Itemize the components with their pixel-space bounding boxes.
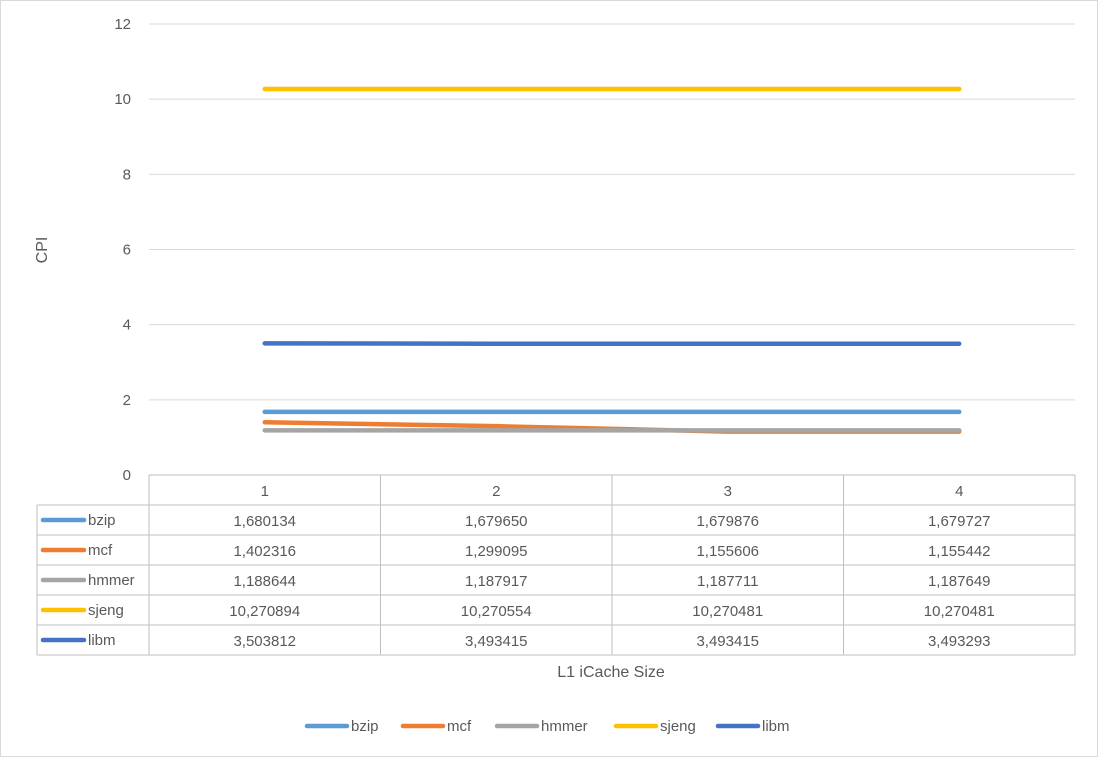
y-tick-label: 6 bbox=[123, 242, 131, 259]
data-label: 1,155442 bbox=[928, 543, 991, 560]
data-label: 1,402316 bbox=[233, 543, 296, 560]
table-series-name: bzip bbox=[88, 512, 116, 529]
data-label: 10,270894 bbox=[229, 603, 300, 620]
data-label: 1,155606 bbox=[696, 543, 759, 560]
y-tick-label: 0 bbox=[123, 467, 131, 484]
data-label: 10,270481 bbox=[924, 603, 995, 620]
data-label: 10,270554 bbox=[461, 603, 532, 620]
x-axis-title: L1 iCache Size bbox=[557, 664, 665, 681]
table-series-name: hmmer bbox=[88, 572, 135, 589]
data-label: 10,270481 bbox=[692, 603, 763, 620]
y-tick-label: 12 bbox=[114, 16, 131, 33]
data-label: 3,493415 bbox=[465, 633, 528, 650]
y-tick-label: 2 bbox=[123, 392, 131, 409]
y-axis-ticks: 0 2 4 6 8 10 12 bbox=[114, 16, 131, 484]
data-label: 1,679727 bbox=[928, 513, 991, 530]
legend-label: sjeng bbox=[660, 718, 696, 735]
gridlines bbox=[149, 23, 1075, 401]
data-label: 1,679650 bbox=[465, 513, 528, 530]
y-axis-title: CPI bbox=[34, 237, 51, 264]
data-table: 1 2 3 4 bzip 1,680134 1,679650 1,679876 1,679727… bbox=[36, 474, 1076, 656]
data-label: 1,187649 bbox=[928, 573, 991, 590]
y-tick-label: 8 bbox=[123, 166, 131, 183]
legend-label: bzip bbox=[351, 718, 379, 735]
data-label: 1,680134 bbox=[233, 513, 296, 530]
data-label: 3,503812 bbox=[233, 633, 296, 650]
legend-label: hmmer bbox=[541, 718, 588, 735]
legend-label: libm bbox=[762, 718, 790, 735]
table-series-name: sjeng bbox=[88, 602, 124, 619]
legend-label: mcf bbox=[447, 718, 472, 735]
table-series-name: mcf bbox=[88, 542, 113, 559]
data-label: 1,187711 bbox=[697, 573, 758, 590]
legend: bzip mcf hmmer sjeng libm bbox=[304, 718, 790, 735]
series-lines bbox=[262, 86, 962, 434]
x-tick-label: 1 bbox=[261, 483, 269, 500]
x-tick-label: 3 bbox=[724, 483, 732, 500]
data-label: 1,187917 bbox=[465, 573, 528, 590]
data-label: 1,679876 bbox=[696, 513, 759, 530]
y-tick-label: 10 bbox=[114, 91, 131, 108]
data-label: 1,188644 bbox=[233, 573, 296, 590]
data-label: 1,299095 bbox=[465, 543, 528, 560]
data-label: 3,493293 bbox=[928, 633, 991, 650]
y-tick-label: 4 bbox=[123, 317, 131, 334]
data-label: 3,493415 bbox=[696, 633, 759, 650]
x-tick-label: 2 bbox=[492, 483, 500, 500]
table-series-name: libm bbox=[88, 632, 116, 649]
x-tick-label: 4 bbox=[955, 483, 963, 500]
